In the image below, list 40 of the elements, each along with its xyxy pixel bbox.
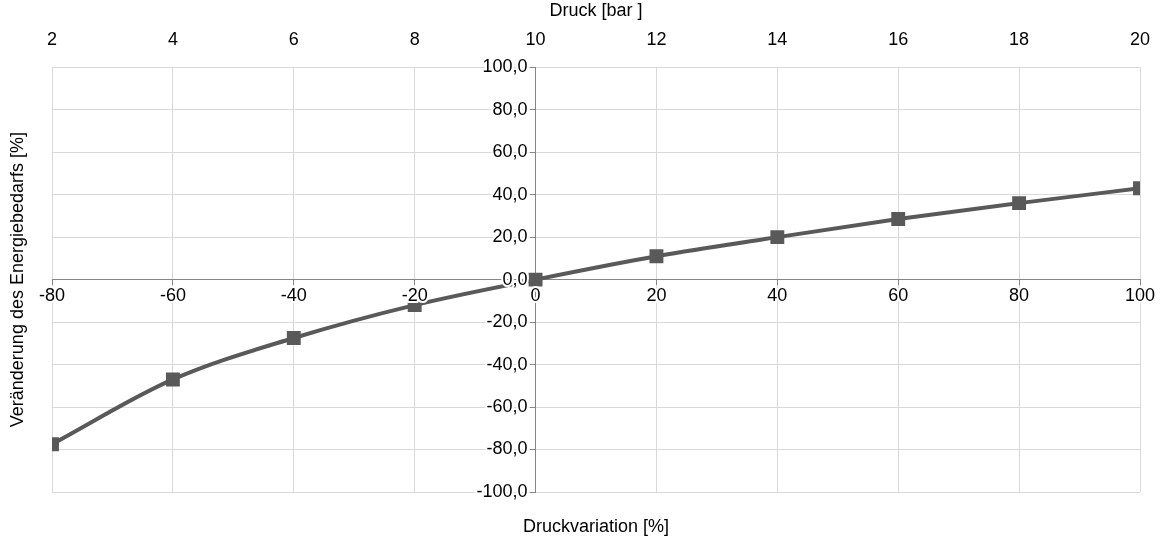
x2-tick-label: 2 <box>46 29 58 50</box>
x2-axis-title: Druck [bar ] <box>549 0 643 20</box>
point <box>891 212 906 227</box>
y-tick-label: -100,0 <box>476 480 528 501</box>
x2-tick-label: 18 <box>1009 29 1030 50</box>
y-tick-label: 80,0 <box>492 98 528 119</box>
x-tick-label: 0 <box>530 284 541 305</box>
x2-tick-label: 20 <box>1129 29 1151 50</box>
x2-tick-label: 10 <box>525 29 546 50</box>
x2-tick-label: 12 <box>646 29 667 50</box>
y-tick-label: 100,0 <box>482 56 528 77</box>
point <box>165 372 180 387</box>
x2-tick-label: 6 <box>288 29 299 50</box>
y-tick-label: -20,0 <box>486 311 528 332</box>
x-tick-label: -80 <box>38 284 66 305</box>
y-axis-title: Veränderung des Energiebedarfs [%] <box>6 132 27 428</box>
x-tick-label: 20 <box>646 284 667 305</box>
x-tick-label: 40 <box>767 284 788 305</box>
x-tick-label: -20 <box>401 284 428 305</box>
x-tick-label: -40 <box>280 284 307 305</box>
y-tick-label: -60,0 <box>486 396 528 417</box>
y-tick-label: 20,0 <box>492 226 528 247</box>
x2-tick-label: 14 <box>767 29 788 50</box>
point <box>528 272 543 287</box>
x2-tick-label: 16 <box>888 29 909 50</box>
point <box>649 249 664 264</box>
point <box>286 331 301 345</box>
x2-tick-label: 8 <box>409 29 420 50</box>
y-tick-label: -40,0 <box>486 353 528 374</box>
x-tick-label: 100 <box>1124 284 1156 305</box>
y-tick-label: -80,0 <box>486 438 528 459</box>
y-tick-label: 60,0 <box>492 141 528 162</box>
point <box>770 230 785 245</box>
x-axis-title: Druckvariation [%] <box>522 515 670 536</box>
y-tick-label: 40,0 <box>492 183 528 204</box>
x2-tick-label: 4 <box>167 29 178 50</box>
point <box>1012 196 1027 211</box>
x-tick-label: -60 <box>159 284 186 305</box>
x-tick-label: 60 <box>888 284 909 305</box>
x-tick-label: 80 <box>1009 284 1030 305</box>
